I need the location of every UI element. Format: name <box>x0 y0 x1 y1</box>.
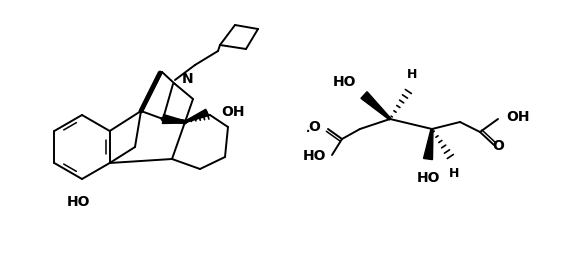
Polygon shape <box>424 129 433 160</box>
Polygon shape <box>361 92 391 120</box>
Text: ·: · <box>305 122 311 142</box>
Text: O: O <box>308 120 320 134</box>
Text: HO: HO <box>66 195 90 209</box>
Polygon shape <box>184 109 208 123</box>
Text: HO: HO <box>302 149 326 163</box>
Text: HO: HO <box>416 171 440 185</box>
Text: HO: HO <box>332 75 356 89</box>
Text: N: N <box>182 72 194 86</box>
Polygon shape <box>162 115 185 124</box>
Text: O: O <box>492 139 504 153</box>
Text: H: H <box>407 68 417 81</box>
Text: H: H <box>449 167 459 180</box>
Text: OH: OH <box>221 105 244 119</box>
Text: OH: OH <box>506 110 529 124</box>
